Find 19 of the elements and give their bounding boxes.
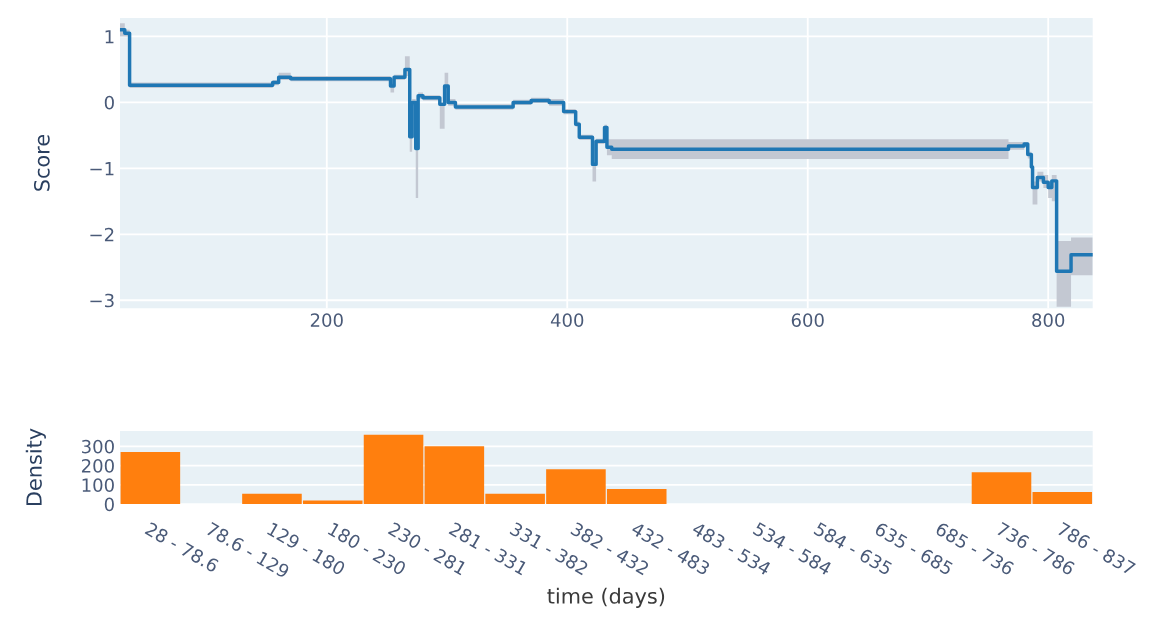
- y-tick-label: 0: [104, 95, 114, 110]
- y-tick-label: 200: [81, 459, 114, 473]
- x-tick-label: 600: [791, 313, 824, 327]
- bar: [1032, 492, 1093, 505]
- y-axis-title: Density: [25, 428, 46, 506]
- y-axis-title: Score: [33, 135, 50, 191]
- x-tick-label: 200: [310, 313, 343, 327]
- y-tick-label: 1: [105, 30, 114, 44]
- y-tick-label: −2: [90, 227, 114, 242]
- y-tick-label: 300: [82, 439, 114, 454]
- y-tick-label: 0: [104, 497, 114, 512]
- y-tick-label: −1: [90, 162, 114, 176]
- y-tick-label: 100: [82, 478, 114, 492]
- y-tick-label: −3: [90, 293, 114, 308]
- x-tick-label: 800: [1032, 313, 1065, 327]
- x-tick-label: 400: [550, 313, 584, 327]
- x-axis-title: time (days): [547, 587, 665, 608]
- bar: [120, 451, 181, 505]
- bar: [971, 472, 1032, 505]
